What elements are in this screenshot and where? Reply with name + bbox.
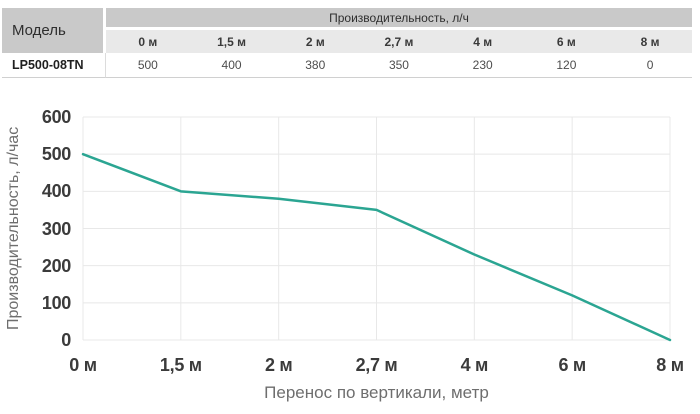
value-cell: 350 (357, 53, 441, 78)
value-cell: 0 (608, 53, 692, 78)
value-cell: 400 (189, 53, 274, 78)
table-row: LP500-08TN 500 400 380 350 230 120 0 (2, 53, 692, 78)
x-axis-title: Перенос по вертикали, метр (264, 383, 489, 402)
column-header-0m: 0 м (106, 30, 190, 53)
y-tick-label: 100 (41, 292, 71, 313)
x-tick-label: 0 м (69, 355, 97, 375)
column-header-4m: 4 м (440, 30, 525, 53)
productivity-group-header: Производительность, л/ч (106, 8, 692, 30)
productivity-chart: Производительность, л/час Перенос по вер… (0, 90, 700, 414)
y-tick-label: 400 (41, 181, 71, 202)
column-header-2m: 2 м (273, 30, 358, 53)
y-tick-label: 300 (41, 218, 71, 239)
y-tick-label: 200 (41, 255, 71, 276)
chart-line (81, 152, 672, 342)
spec-table: Модель Производительность, л/ч 0 м 1,5 м… (2, 8, 692, 78)
value-cell: 230 (440, 53, 525, 78)
x-tick-label: 6 м (558, 355, 586, 375)
x-tick-label: 1,5 м (159, 355, 202, 375)
x-tick-label: 4 м (460, 355, 489, 375)
column-header-1-5m: 1,5 м (189, 30, 274, 53)
x-tick-label: 8 м (656, 355, 684, 375)
column-header-2-7m: 2,7 м (357, 30, 441, 53)
x-tick-label: 2 м (264, 355, 293, 375)
value-cell: 500 (106, 53, 190, 78)
value-cell: 120 (524, 53, 609, 78)
model-name-cell: LP500-08TN (2, 53, 106, 78)
y-tick-label: 0 (61, 330, 71, 350)
model-column-header: Модель (2, 8, 106, 53)
column-header-6m: 6 м (524, 30, 609, 53)
value-cell: 380 (273, 53, 358, 78)
y-tick-label: 500 (41, 144, 71, 165)
y-tick-label: 600 (41, 107, 71, 127)
x-tick-label: 2,7 м (355, 355, 398, 375)
chart-canvas (81, 116, 672, 342)
column-header-8m: 8 м (608, 30, 692, 53)
